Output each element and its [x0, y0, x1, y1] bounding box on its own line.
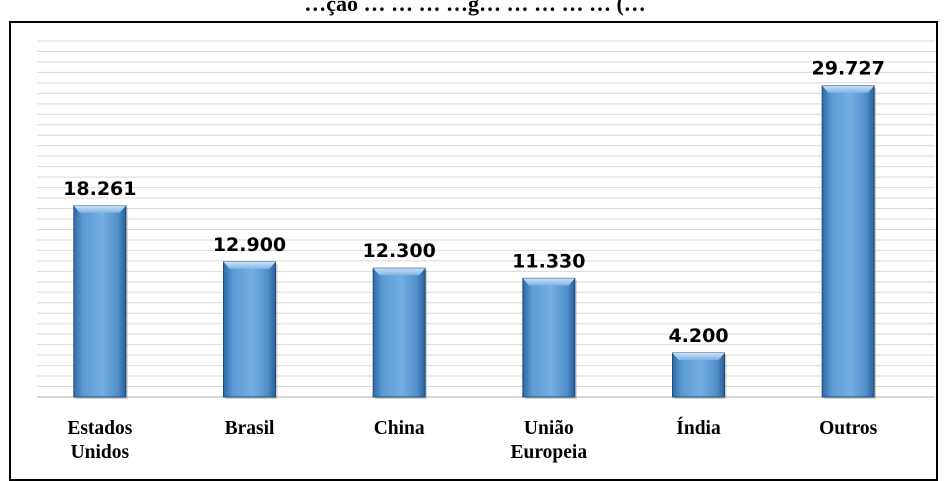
bar — [672, 352, 725, 398]
category-label: Brasil — [225, 418, 275, 439]
bar-group — [372, 267, 428, 399]
bar-group — [821, 85, 877, 400]
category-label: Outros — [819, 418, 878, 439]
bar-cap — [373, 268, 426, 276]
category-label: China — [374, 418, 425, 439]
category-label: Europeia — [511, 442, 588, 463]
bar-group — [672, 352, 727, 399]
bar-cap — [522, 278, 575, 286]
category-label: Índia — [676, 417, 721, 439]
bar-group — [223, 261, 278, 399]
bar — [821, 85, 875, 398]
bar-cap — [672, 353, 725, 361]
value-label: 18.261 — [63, 178, 136, 200]
bar-cap — [822, 85, 875, 93]
value-label: 11.330 — [512, 250, 585, 272]
bar — [372, 267, 426, 398]
category-label: Unidos — [71, 442, 130, 463]
bar — [73, 205, 127, 398]
category-label: União — [524, 418, 574, 439]
bars — [73, 85, 877, 400]
bar-cap — [223, 261, 276, 269]
chart-title: …ção … … … …g… … … … … (… — [304, 0, 646, 16]
grid-lines — [37, 40, 935, 398]
value-label: 12.900 — [213, 234, 286, 256]
value-label: 29.727 — [812, 58, 885, 80]
chart-frame — [9, 21, 938, 481]
bar — [223, 261, 276, 398]
category-label: Estados — [67, 418, 132, 439]
bar — [522, 277, 576, 398]
bar-cap — [73, 205, 126, 213]
labels: 18.261 Estados Unidos 12.900 Brasil 12.300 Chi… — [63, 58, 885, 463]
bar-group — [73, 205, 128, 399]
bar-group — [522, 277, 577, 399]
value-label: 12.300 — [363, 240, 436, 262]
value-label: 4.200 — [668, 325, 728, 347]
